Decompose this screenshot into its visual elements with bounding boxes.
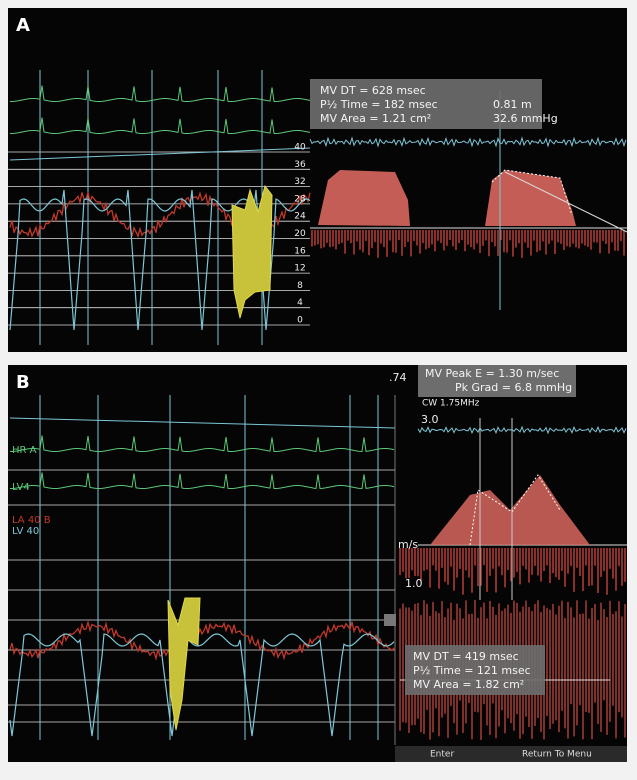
trace [9,147,311,161]
scale-label: 4 [297,298,303,308]
doppler-signal [430,475,590,545]
velocity-label: 3.0 [421,413,439,426]
measurement: MV DT = 419 msec [413,650,519,663]
scale-label: 16 [294,246,306,256]
scale-label: 36 [294,160,306,170]
marker [384,614,396,626]
scale-label: 40 [294,143,306,153]
scale-label: 20 [294,229,306,239]
scale-label: 28 [294,194,306,204]
measurement: P½ Time = 182 msec [320,98,438,111]
scale-label: 32 [294,177,305,187]
ecg-trace [10,85,311,102]
velocity-label: 1.0 [405,577,423,590]
measurement: Pk Grad = 6.8 mmHg [455,381,572,394]
menu-bar [395,746,627,762]
measurement-box [418,365,576,397]
trace-label: LA 40 B [12,515,51,526]
scale-label: 24 [294,212,306,222]
doppler-signal [318,170,410,226]
menu-item: Enter [430,750,454,760]
overlay-value: 32.6 mmHg [493,112,558,125]
gradient-area [167,597,201,731]
measurement-box [310,79,542,129]
slope-line [504,171,628,233]
trace-label: LV4 [12,482,30,493]
panel-label: A [16,15,30,36]
envelope [491,169,573,216]
lv-trace [9,633,395,737]
gradient-area [231,184,273,319]
overlay-value: 0.81 m [493,98,532,111]
measurement: MV DT = 628 msec [320,84,426,97]
trace [309,136,627,148]
top-value: .74 [389,371,407,384]
ecg-trace [10,435,395,453]
measurement-box [405,645,545,695]
scale-label: 12 [294,264,305,274]
probe: CW 1.75MHz [422,399,480,409]
trace-label: HR A [12,445,37,456]
measurement: MV Area = 1.21 cm² [320,112,431,125]
measurement: MV Area = 1.82 cm² [413,678,524,691]
measurement: MV Peak E = 1.30 m/sec [425,367,559,380]
trace-label: LV 40 [12,526,39,537]
doppler-signal [485,170,576,226]
trace [417,425,627,435]
scale-label: 8 [297,281,303,291]
scale-label: 0 [297,316,303,326]
panel-label: B [16,372,30,393]
menu-item: Return To Menu [522,750,592,760]
ecg-trace [10,117,311,134]
ecg-trace [10,472,395,490]
pressure-trace [9,619,395,661]
velocity-label: m/s [398,538,418,551]
trace [9,417,396,429]
measurement: P½ Time = 121 msec [413,664,531,677]
